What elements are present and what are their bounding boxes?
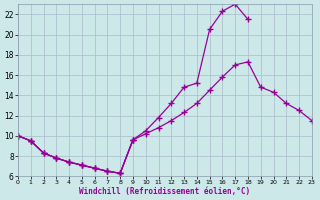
X-axis label: Windchill (Refroidissement éolien,°C): Windchill (Refroidissement éolien,°C): [79, 187, 251, 196]
